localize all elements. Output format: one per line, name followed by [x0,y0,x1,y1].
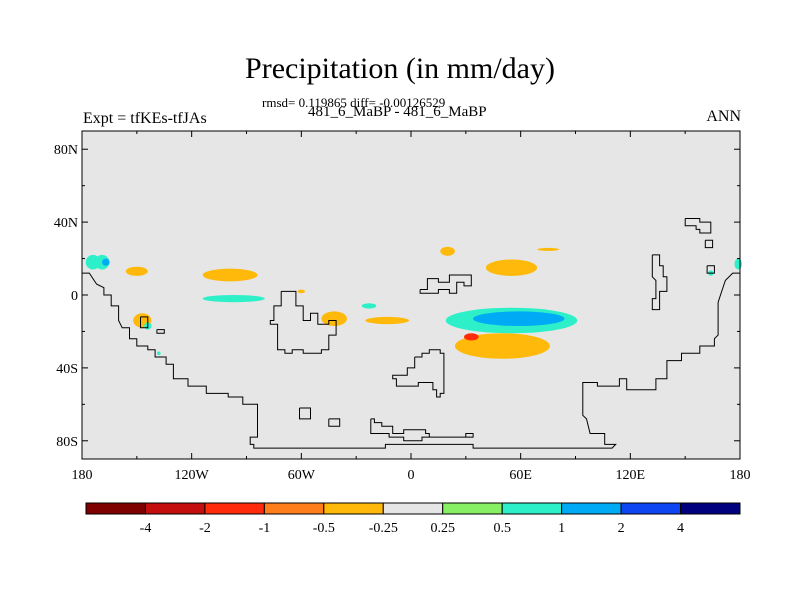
chart-title: Precipitation (in mm/day) [245,52,555,85]
x-tick-label-0: 180 [72,468,93,483]
colorbar-box-0 [85,502,146,515]
anomaly-patch-7 [321,311,348,327]
anomaly-patch-16 [464,333,479,341]
anomaly-patch-10 [440,246,455,256]
coastline-3 [392,349,445,398]
season-label: ANN [706,108,741,125]
coastline-12 [706,265,715,274]
colorbar-label-9: 4 [677,521,684,536]
colorbar-label-0: -4 [140,521,152,536]
anomaly-patch-21 [157,351,161,356]
anomaly-patch-2 [125,266,148,276]
x-tick-label-6: 180 [730,468,751,483]
y-tick-label-4: 80S [56,435,78,450]
colorbar-box-2 [204,502,265,515]
stats-text: rmsd= 0.119865 diff= -0.00126529 [262,95,446,110]
anomaly-patch-12 [537,247,560,251]
colorbar-label-5: 0.25 [430,521,455,536]
anomaly-patch-11 [485,259,538,276]
coastline-4 [370,418,474,442]
coastline-8 [156,329,165,334]
coastline-9 [684,218,712,234]
axis-ticks: 180 120W 60W 0 60E 120E 180 80N 40N 0 40S 80S [54,131,751,483]
map-plot-area [82,131,740,459]
x-tick-label-5: 120E [616,468,646,483]
anomaly-patch-13 [454,333,550,359]
colorbar-box-3 [263,502,325,515]
colorbar-box-5 [382,502,444,515]
x-tick-label-3: 0 [408,468,415,483]
x-tick-label-2: 60W [288,468,316,483]
coastline-7 [140,316,149,329]
x-tick-label-4: 60E [509,468,532,483]
colorbar-label-2: -1 [259,521,271,536]
colorbar-label-7: 1 [558,521,565,536]
coastline-layer [82,218,740,449]
coastline-5 [299,407,311,420]
y-tick-label-2: 0 [71,289,78,304]
colorbar-label-4: -0.25 [369,521,398,536]
anomaly-patch-18 [734,258,742,270]
colorbar-box-6 [442,502,503,515]
anomaly-patch-1 [102,258,110,266]
colorbar-box-8 [561,502,622,515]
y-tick-label-0: 80N [54,143,78,158]
colorbar-box-9 [620,502,682,515]
coastline-0 [82,272,740,449]
anomaly-patch-4 [202,295,265,303]
colorbar-label-3: -0.5 [313,521,335,536]
coastline-6 [328,418,341,427]
chart-subtitle: 481_6_MaBP - 481_6_MaBP [308,104,487,120]
y-tick-label-3: 40S [56,362,78,377]
colorbar-box-10 [680,502,741,515]
coastline-11 [651,254,668,311]
colorbar-box-7 [501,502,563,515]
anomaly-patch-9 [365,316,410,325]
coastline-1 [269,290,337,354]
colorbar: -4 -2 -1 -0.5 -0.25 0.25 0.5 1 2 4 [85,502,741,536]
coastline-10 [704,239,714,249]
anomaly-patch-3 [202,268,258,282]
anomaly-patch-19 [85,254,101,270]
anomaly-patch-15 [473,311,565,327]
anomaly-patch-8 [361,303,377,309]
x-tick-label-1: 120W [175,468,210,483]
colorbar-label-1: -2 [199,521,211,536]
y-tick-label-1: 40N [54,216,78,231]
experiment-label: Expt = tfKEs-tfJAs [83,110,207,127]
colorbar-label-8: 2 [618,521,625,536]
colorbar-box-4 [323,502,384,515]
anomaly-patch-6 [297,289,305,294]
coastline-2 [419,274,472,294]
colorbar-label-6: 0.5 [493,521,511,536]
anomaly-layer [85,246,742,359]
colorbar-box-1 [144,502,206,515]
